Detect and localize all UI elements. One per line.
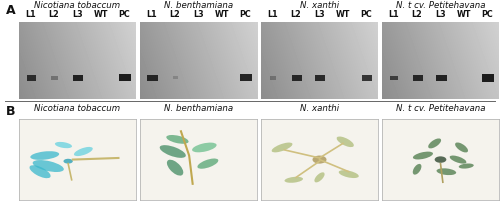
Ellipse shape xyxy=(450,156,466,164)
Text: L3: L3 xyxy=(72,10,83,19)
Ellipse shape xyxy=(198,159,218,169)
Ellipse shape xyxy=(314,172,324,182)
Bar xyxy=(390,76,398,80)
Point xyxy=(116,157,121,159)
Text: PC: PC xyxy=(240,10,251,19)
Text: L2: L2 xyxy=(48,10,60,19)
Ellipse shape xyxy=(336,137,354,147)
Bar xyxy=(52,76,58,80)
Line: 2 pts: 2 pts xyxy=(320,160,349,172)
Bar xyxy=(270,76,276,80)
Point xyxy=(316,157,322,159)
Point xyxy=(316,157,322,159)
Ellipse shape xyxy=(312,156,326,164)
Point xyxy=(190,183,196,185)
Text: L2: L2 xyxy=(290,10,302,19)
Bar xyxy=(292,75,302,81)
Point xyxy=(68,179,74,181)
Bar xyxy=(412,75,423,81)
Text: PC: PC xyxy=(118,10,130,19)
Ellipse shape xyxy=(338,170,359,178)
Text: WT: WT xyxy=(456,10,471,19)
Point xyxy=(186,154,192,157)
Text: N. t cv. Petitehavana: N. t cv. Petitehavana xyxy=(396,1,485,10)
Line: 2 pts: 2 pts xyxy=(320,143,343,158)
Ellipse shape xyxy=(64,159,73,164)
Ellipse shape xyxy=(30,151,59,160)
Ellipse shape xyxy=(167,160,184,176)
Point xyxy=(70,158,76,161)
Point xyxy=(316,160,322,162)
Text: L3: L3 xyxy=(193,10,204,19)
Bar xyxy=(173,76,178,79)
Ellipse shape xyxy=(74,147,93,156)
Ellipse shape xyxy=(272,143,292,152)
Text: Nicotiana tobaccum: Nicotiana tobaccum xyxy=(34,104,120,113)
Bar xyxy=(147,75,158,81)
Text: L1: L1 xyxy=(268,10,278,19)
Line: 2 pts: 2 pts xyxy=(73,158,118,160)
Line: 2 pts: 2 pts xyxy=(284,150,320,158)
Bar xyxy=(362,75,372,81)
Ellipse shape xyxy=(284,177,303,183)
Point xyxy=(346,170,352,173)
Point xyxy=(293,176,299,179)
Text: PC: PC xyxy=(482,10,493,19)
Text: PC: PC xyxy=(360,10,372,19)
Bar xyxy=(27,75,36,81)
Text: L1: L1 xyxy=(146,10,157,19)
Bar xyxy=(73,75,83,81)
Ellipse shape xyxy=(413,152,433,159)
Ellipse shape xyxy=(428,138,441,148)
Text: L3: L3 xyxy=(435,10,446,19)
Text: WT: WT xyxy=(94,10,108,19)
Ellipse shape xyxy=(436,168,456,175)
Bar xyxy=(240,74,252,81)
Point xyxy=(65,162,71,165)
Point xyxy=(282,149,288,151)
Point xyxy=(438,162,444,165)
Text: A: A xyxy=(6,4,16,17)
Ellipse shape xyxy=(160,145,186,158)
Ellipse shape xyxy=(192,143,216,152)
Bar xyxy=(436,75,446,81)
Text: N. benthamiana: N. benthamiana xyxy=(164,1,233,10)
Ellipse shape xyxy=(413,164,422,175)
Bar xyxy=(315,75,325,81)
Ellipse shape xyxy=(55,142,72,148)
Point xyxy=(440,181,446,183)
Text: B: B xyxy=(6,105,16,118)
Ellipse shape xyxy=(458,163,474,169)
Text: N. xanthi: N. xanthi xyxy=(300,1,339,10)
Point xyxy=(316,158,322,161)
Text: L1: L1 xyxy=(388,10,399,19)
Ellipse shape xyxy=(30,165,50,178)
Text: L2: L2 xyxy=(170,10,180,19)
Text: N. t cv. Petitehavana: N. t cv. Petitehavana xyxy=(396,104,485,113)
Text: N. benthamiana: N. benthamiana xyxy=(164,104,233,113)
Text: L1: L1 xyxy=(26,10,36,19)
Text: WT: WT xyxy=(214,10,229,19)
Bar xyxy=(482,74,494,82)
Text: L3: L3 xyxy=(314,10,325,19)
Ellipse shape xyxy=(166,135,188,144)
Line: 3 pts: 3 pts xyxy=(181,131,192,184)
Line: 2 pts: 2 pts xyxy=(440,164,443,182)
Line: 2 pts: 2 pts xyxy=(296,161,320,177)
Ellipse shape xyxy=(455,142,468,153)
Point xyxy=(178,130,184,133)
Text: L2: L2 xyxy=(412,10,422,19)
Text: Nicotiana tobaccum: Nicotiana tobaccum xyxy=(34,1,120,10)
Point xyxy=(340,142,346,145)
Text: N. xanthi: N. xanthi xyxy=(300,104,339,113)
Ellipse shape xyxy=(32,160,64,172)
Bar xyxy=(119,74,130,81)
Ellipse shape xyxy=(434,156,446,163)
Line: 2 pts: 2 pts xyxy=(68,164,71,180)
Text: WT: WT xyxy=(336,10,350,19)
